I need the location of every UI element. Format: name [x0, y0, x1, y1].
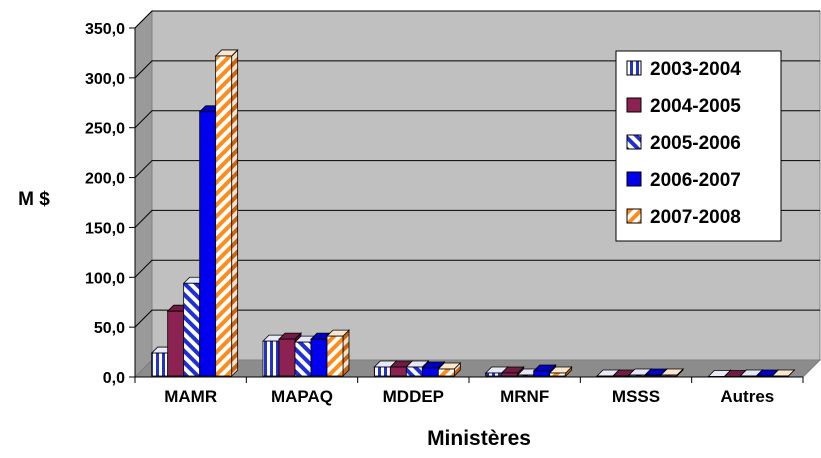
bar — [771, 369, 796, 377]
y-tick-label: 0,0 — [103, 370, 125, 387]
legend-label: 2006-2007 — [650, 170, 741, 191]
legend-label: 2003-2004 — [650, 59, 741, 80]
y-tick-label: 200,0 — [85, 171, 125, 188]
bar-front — [373, 366, 391, 377]
legend-swatch — [626, 171, 642, 187]
legend-label: 2004-2005 — [650, 96, 741, 117]
bar-front — [596, 375, 614, 377]
plot-side-wall — [134, 9, 153, 379]
bar-front — [628, 374, 646, 377]
legend-swatch — [626, 208, 642, 224]
bar-front — [501, 372, 519, 377]
bar-front — [215, 55, 233, 377]
bar — [660, 368, 684, 377]
bar-side — [231, 48, 239, 377]
bar-front — [389, 366, 407, 377]
bar-front — [660, 374, 678, 377]
x-tick-label: Autres — [720, 387, 774, 406]
gridline — [134, 10, 820, 29]
bar-front — [644, 374, 662, 377]
bar-front — [278, 338, 296, 377]
x-axis-title: Ministères — [427, 427, 531, 450]
bar-front — [167, 310, 185, 377]
y-tick-label: 150,0 — [85, 220, 125, 237]
bar-front — [771, 375, 789, 377]
bar-front — [549, 372, 567, 377]
bar-front — [755, 375, 773, 377]
y-axis-title: M $ — [18, 189, 50, 210]
legend: 2003-2004 2004-2005 2005-2006 2006-2007 2007… — [615, 50, 782, 242]
legend-box — [615, 50, 782, 242]
gridlines — [134, 10, 820, 328]
bar-front — [151, 352, 169, 377]
legend-label: 2005-2006 — [650, 133, 741, 154]
legend-label: 2007-2008 — [650, 207, 741, 228]
bar-front — [612, 375, 630, 377]
gridline — [134, 110, 820, 129]
legend-swatch — [626, 97, 642, 113]
x-tick-label: MAMR — [164, 387, 217, 406]
bar-front — [739, 375, 757, 377]
y-tick-label: 350,0 — [85, 21, 125, 38]
bar-front — [294, 341, 312, 377]
x-tick-label: MSSS — [612, 387, 660, 406]
legend-swatch — [626, 60, 642, 76]
bar-front — [485, 372, 503, 377]
bar-front — [183, 282, 201, 377]
bar-front — [517, 374, 535, 377]
gridline — [134, 309, 820, 328]
bar-front — [437, 368, 455, 377]
gridline — [134, 259, 820, 278]
legend-swatch — [626, 134, 642, 150]
bar-front — [421, 367, 439, 377]
gridline — [134, 160, 820, 178]
bar-front — [405, 366, 423, 377]
x-tick-label: MAPAQ — [271, 387, 333, 406]
bar — [437, 362, 462, 377]
gridline — [134, 209, 820, 228]
gridline — [134, 60, 820, 79]
bar-front — [326, 335, 344, 377]
x-tick-label: MRNF — [500, 387, 549, 406]
bar — [326, 329, 350, 377]
bar-side — [342, 329, 350, 377]
y-axis: 0,0 50,0 100,0 150,0 200,0 250,0 300,0 350,0 — [85, 21, 136, 387]
y-tick-label: 50,0 — [94, 320, 125, 337]
bar-front — [262, 340, 280, 377]
y-tick-label: 100,0 — [85, 270, 125, 287]
bar-front — [199, 111, 217, 377]
x-tick-label: MDDEP — [383, 387, 444, 406]
x-axis: MAMR MAPAQ MDDEP MRNF MSSS Autres — [134, 376, 804, 406]
bar-front — [533, 370, 551, 377]
bar — [214, 48, 239, 377]
bar — [548, 366, 573, 377]
y-tick-label: 300,0 — [85, 71, 125, 88]
y-tick-label: 250,0 — [85, 121, 125, 138]
bar-front — [310, 338, 328, 377]
bars — [150, 48, 796, 378]
